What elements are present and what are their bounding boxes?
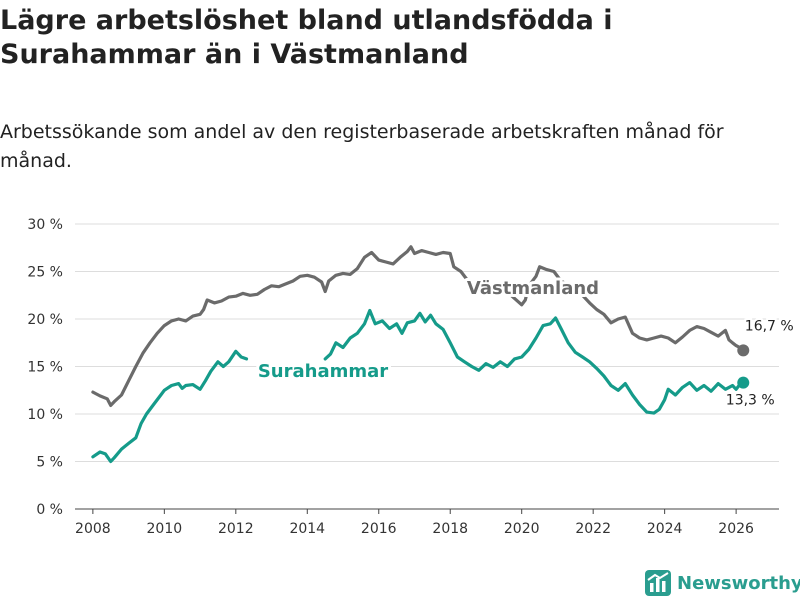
x-tick-label: 2024 bbox=[647, 521, 683, 537]
x-tick-label: 2022 bbox=[575, 521, 611, 537]
series-line-västmanland bbox=[91, 245, 745, 407]
newsworthy-logo: Newsworthy bbox=[645, 569, 800, 597]
x-tick-label: 2012 bbox=[218, 521, 254, 537]
x-tick-label: 2018 bbox=[432, 521, 468, 537]
end-point-västmanland bbox=[737, 344, 750, 357]
x-tick-label: 2010 bbox=[147, 521, 183, 537]
x-tick-label: 2014 bbox=[289, 521, 325, 537]
series-line-surahammar bbox=[91, 308, 745, 464]
brand-name: Newsworthy bbox=[677, 572, 800, 594]
line-chart: 0 % 5 % 10 % 15 % 20 % 25 % 30 % 2008 2010 2012 20… bbox=[27, 217, 795, 537]
end-label-vastmanland: 16,7 % bbox=[745, 318, 794, 334]
x-tick-label: 2026 bbox=[718, 521, 754, 537]
x-tick-label: 2020 bbox=[504, 521, 540, 537]
y-tick-label: 10 % bbox=[27, 407, 63, 423]
x-tick-label: 2008 bbox=[75, 521, 111, 537]
y-tick-label: 20 % bbox=[27, 312, 63, 328]
chart-subtitle: Arbetssökande som andel av den registerb… bbox=[0, 121, 724, 172]
bar-chart-icon bbox=[645, 570, 671, 596]
y-tick-label: 25 % bbox=[27, 265, 63, 281]
y-tick-label: 0 % bbox=[36, 502, 63, 518]
x-tick-label: 2016 bbox=[361, 521, 397, 537]
series-label-västmanland: Västmanland bbox=[467, 278, 599, 299]
y-tick-label: 5 % bbox=[36, 455, 63, 471]
end-point-surahammar bbox=[737, 376, 750, 389]
y-tick-label: 30 % bbox=[27, 217, 63, 233]
y-tick-label: 15 % bbox=[27, 360, 63, 376]
chart-title: Lägre arbetslöshet bland utlandsfödda i … bbox=[0, 5, 613, 70]
series-label-surahammar: Surahammar bbox=[258, 361, 388, 382]
end-label-surahammar: 13,3 % bbox=[726, 393, 775, 409]
